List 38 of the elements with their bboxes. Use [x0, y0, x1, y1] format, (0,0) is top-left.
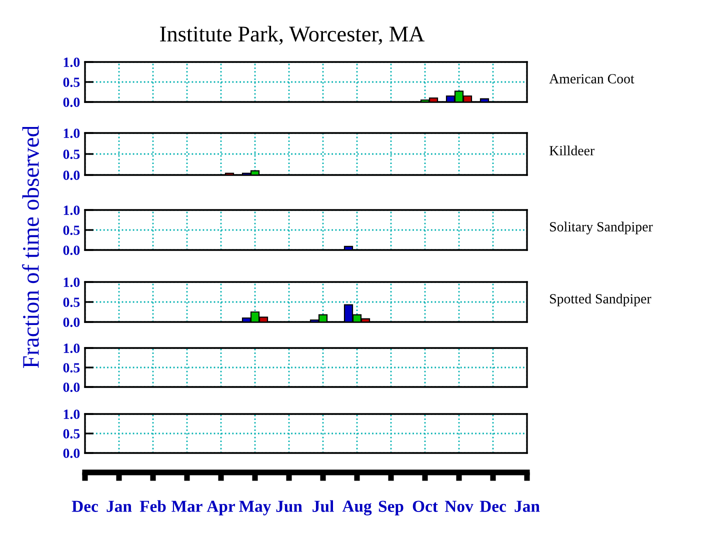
- y-tick-label: 0.5: [63, 150, 80, 160]
- x-tick-label: Jan: [514, 500, 540, 512]
- y-tick-label: 1.0: [64, 58, 80, 68]
- text: American Coot: [549, 74, 634, 84]
- x-tick-label: Apr: [206, 500, 235, 516]
- y-tick-label: 1.0: [64, 344, 80, 354]
- y-tick-label: 0.0: [63, 98, 80, 108]
- y-tick-label: 1.0: [64, 278, 80, 288]
- x-tick-label: Feb: [140, 500, 166, 512]
- x-tick-label: Mar: [172, 500, 202, 512]
- y-tick-label: 0.5: [63, 78, 80, 88]
- y-tick-label: 1.0: [64, 128, 80, 138]
- y-tick-label: 1.0: [64, 410, 80, 420]
- x-tick-label: Jan: [106, 500, 132, 512]
- y-tick-label: 0.0: [63, 170, 80, 180]
- y-axis-title: Fraction of time observed: [22, 126, 39, 368]
- x-tick-label: Jul: [312, 500, 334, 512]
- chart-title: Institute Park, Worcester, MA: [160, 26, 425, 45]
- x-tick-label: Oct: [412, 500, 438, 512]
- y-tick-label: 0.5: [63, 226, 80, 236]
- text: Spotted Sandpiper: [550, 294, 652, 306]
- x-tick-label: May: [239, 500, 272, 516]
- y-tick-label: 0.0: [63, 318, 80, 328]
- y-tick-label: 0.0: [63, 382, 80, 392]
- text: Solitary Sandpiper: [550, 222, 653, 234]
- x-tick-label: Sep: [378, 500, 404, 516]
- y-tick-label: 0.5: [63, 363, 80, 373]
- x-tick-label: Dec: [72, 500, 98, 512]
- y-tick-label: 0.0: [63, 246, 80, 256]
- y-tick-label: 0.5: [63, 298, 80, 308]
- y-tick-label: 0.5: [63, 429, 80, 439]
- text: Killdeer: [550, 146, 594, 156]
- x-tick-label: Dec: [480, 500, 506, 512]
- x-tick-label: Nov: [444, 500, 474, 512]
- x-tick-label: Jun: [276, 500, 302, 512]
- y-tick-label: 1.0: [64, 206, 80, 216]
- x-tick-label: Aug: [342, 500, 372, 516]
- y-tick-label: 0.0: [63, 448, 80, 458]
